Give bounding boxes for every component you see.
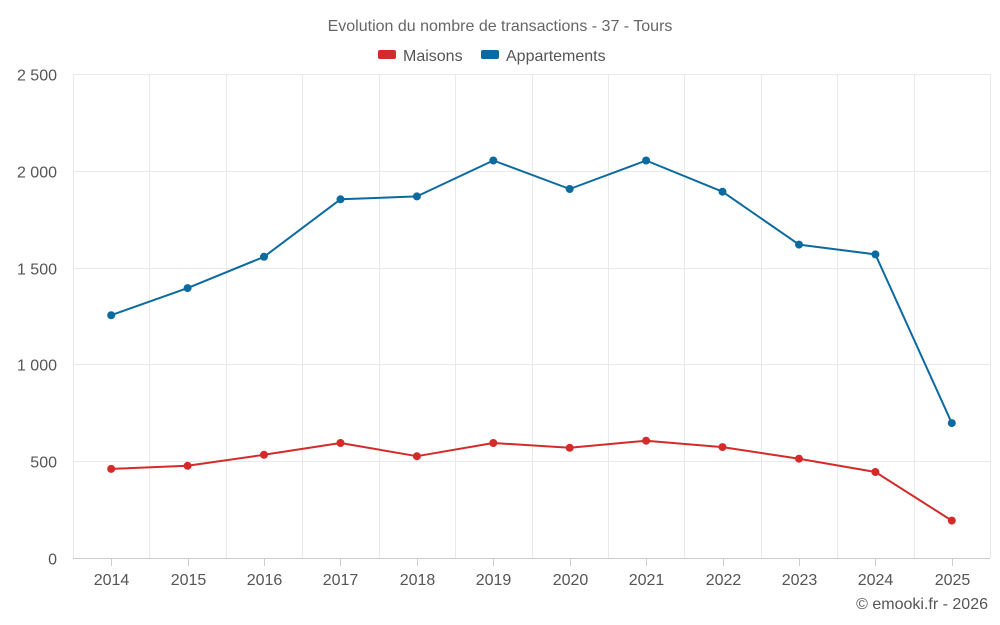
x-tick-label: 2025 <box>935 572 971 589</box>
legend-item-appartements[interactable]: Appartements <box>481 48 606 65</box>
series-line-maisons <box>110 439 953 522</box>
data-point-appartements-2014[interactable] <box>107 311 116 320</box>
data-point-maisons-2022[interactable] <box>718 443 727 452</box>
data-point-appartements-2021[interactable] <box>642 156 651 165</box>
x-tick-label: 2024 <box>858 572 894 589</box>
data-point-appartements-2018[interactable] <box>412 192 421 201</box>
credit-text: © emooki.fr - 2026 <box>856 596 988 613</box>
data-point-maisons-2015[interactable] <box>183 461 192 470</box>
data-point-appartements-2016[interactable] <box>260 252 268 261</box>
data-point-maisons-2018[interactable] <box>412 452 421 461</box>
data-point-appartements-2019[interactable] <box>489 156 498 165</box>
x-tick-label: 2016 <box>247 572 283 589</box>
legend-swatch-maisons <box>378 50 396 59</box>
legend-label-appartements: Appartements <box>506 48 606 65</box>
chart-title: Evolution du nombre de transactions - 37… <box>328 18 673 35</box>
data-point-appartements-2023[interactable] <box>795 240 803 249</box>
data-point-maisons-2016[interactable] <box>260 450 268 459</box>
data-point-appartements-2022[interactable] <box>718 187 727 196</box>
x-tick-label: 2018 <box>400 572 436 589</box>
legend-label-maisons: Maisons <box>403 48 463 65</box>
data-point-maisons-2019[interactable] <box>489 439 498 447</box>
x-tick-label: 2014 <box>94 572 130 589</box>
y-tick-label: 2 500 <box>17 68 57 85</box>
data-point-maisons-2014[interactable] <box>107 464 116 473</box>
y-tick-label: 0 <box>48 552 57 569</box>
x-tick-label: 2020 <box>553 572 589 589</box>
data-point-maisons-2017[interactable] <box>336 439 345 447</box>
series-line-appartements <box>110 159 953 425</box>
data-point-maisons-2020[interactable] <box>565 443 574 452</box>
data-point-maisons-2025[interactable] <box>947 516 956 525</box>
y-tick-label: 2 000 <box>17 165 57 182</box>
x-tick-label: 2015 <box>171 572 207 589</box>
x-tick-label: 2019 <box>476 572 512 589</box>
axes: 0 500 1 000 1 500 2 000 2 500 2014 2015 2016 2017… <box>17 68 990 589</box>
data-point-appartements-2017[interactable] <box>336 195 345 204</box>
data-point-maisons-2021[interactable] <box>642 436 651 445</box>
x-tick-label: 2017 <box>323 572 359 589</box>
legend: Maisons Appartements <box>378 48 606 65</box>
x-tick-label: 2022 <box>706 572 742 589</box>
data-point-maisons-2023[interactable] <box>795 454 803 463</box>
data-point-maisons-2024[interactable] <box>871 468 880 476</box>
legend-item-maisons[interactable]: Maisons <box>378 48 463 65</box>
data-point-appartements-2025[interactable] <box>947 419 956 428</box>
x-tick-label: 2021 <box>629 572 665 589</box>
legend-swatch-appartements <box>481 50 499 59</box>
x-tick-label: 2023 <box>782 572 818 589</box>
data-point-appartements-2015[interactable] <box>183 284 192 293</box>
data-point-appartements-2020[interactable] <box>565 185 574 193</box>
y-tick-label: 1 500 <box>17 262 57 279</box>
y-tick-label: 1 000 <box>17 358 57 375</box>
grid <box>73 74 991 558</box>
series <box>107 156 956 525</box>
y-tick-label: 500 <box>30 455 57 472</box>
data-point-appartements-2024[interactable] <box>871 250 880 259</box>
